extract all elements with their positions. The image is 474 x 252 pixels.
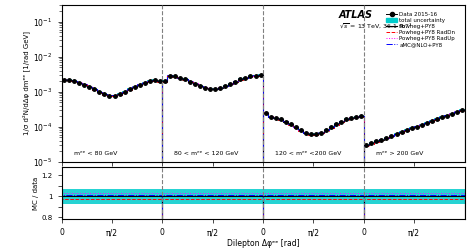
Text: ATLAS: ATLAS bbox=[338, 11, 373, 20]
Text: $\sqrt{s}$ = 13 TeV, 36.1 fb$^{-1}$: $\sqrt{s}$ = 13 TeV, 36.1 fb$^{-1}$ bbox=[338, 21, 413, 30]
Legend: Data 2015-16, total uncertainty, Powheg+PY8, Powheg+PY8 RadDn, Powheg+PY8 RadUp,: Data 2015-16, total uncertainty, Powheg+… bbox=[384, 9, 458, 49]
Y-axis label: MC / data: MC / data bbox=[33, 176, 38, 210]
Text: 80 < mᵉᵉ < 120 GeV: 80 < mᵉᵉ < 120 GeV bbox=[174, 151, 239, 155]
X-axis label: Dilepton Δφᵉᵉ [rad]: Dilepton Δφᵉᵉ [rad] bbox=[227, 239, 300, 248]
Text: mᵉᵉ > 200 GeV: mᵉᵉ > 200 GeV bbox=[376, 151, 423, 155]
Text: mᵉᵉ < 80 GeV: mᵉᵉ < 80 GeV bbox=[74, 151, 117, 155]
Y-axis label: 1/σ d²N/dΔφ dmᵉᵉ [1/rad GeV]: 1/σ d²N/dΔφ dmᵉᵉ [1/rad GeV] bbox=[23, 32, 30, 135]
Text: 120 < mᵉᵉ <200 GeV: 120 < mᵉᵉ <200 GeV bbox=[275, 151, 342, 155]
